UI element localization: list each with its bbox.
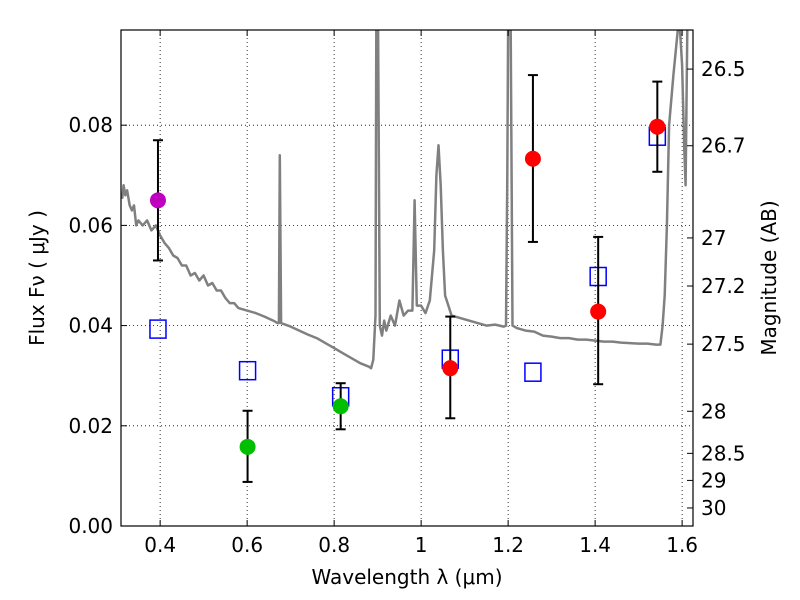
- x-tick-label: 1.4: [579, 533, 611, 557]
- right-tick-label: 26.7: [701, 134, 746, 158]
- model-photometry-square: [149, 319, 167, 339]
- x-tick-label: 1.2: [492, 533, 524, 557]
- observed-point: [239, 438, 256, 455]
- plot-frame: [120, 29, 694, 527]
- y-axis-right-title: Magnitude (AB): [757, 200, 781, 355]
- observed-point: [524, 150, 541, 167]
- observed-point: [649, 118, 666, 135]
- right-tick-label: 28: [701, 399, 726, 423]
- x-tick-label: 0.8: [318, 533, 350, 557]
- model-photometry-square: [238, 360, 257, 381]
- observed-point: [590, 303, 607, 320]
- y-tick-label: 0.08: [68, 113, 113, 137]
- right-tick-label: 27.5: [701, 332, 746, 356]
- y-tick-label: 0.00: [68, 514, 113, 538]
- right-tick-label: 27.2: [701, 274, 746, 298]
- plot-area: [121, 30, 693, 526]
- right-tick-label: 26.5: [701, 57, 746, 81]
- model-sed-line: [121, 30, 689, 370]
- right-tick-label: 30: [701, 496, 726, 520]
- y-tick-label: 0.04: [68, 314, 113, 338]
- tick-labels: 0.4 0.6 0.8 1 1.2 1.4 1.6 0.00 0.02 0.04 0.06 0.08 2…: [68, 57, 745, 557]
- plot-layer: [121, 30, 689, 483]
- model-photometry-square: [524, 362, 542, 382]
- right-tick-label: 29: [701, 468, 726, 492]
- ticks: [121, 30, 693, 527]
- y-axis-title: Flux Fν ( μJy ): [25, 210, 49, 346]
- observed-point: [442, 360, 459, 377]
- x-tick-label: 1: [415, 533, 428, 557]
- observed-point: [149, 192, 166, 209]
- x-axis-title: Wavelength λ (μm): [311, 565, 502, 589]
- x-tick-label: 0.6: [231, 533, 263, 557]
- x-tick-label: 0.4: [144, 533, 176, 557]
- grid: [121, 30, 693, 526]
- x-tick-label: 1.6: [666, 533, 698, 557]
- right-tick-label: 27: [701, 226, 726, 250]
- right-tick-label: 28.5: [701, 441, 746, 465]
- y-tick-label: 0.02: [68, 414, 113, 438]
- observed-point: [332, 398, 349, 415]
- y-tick-label: 0.06: [68, 213, 113, 237]
